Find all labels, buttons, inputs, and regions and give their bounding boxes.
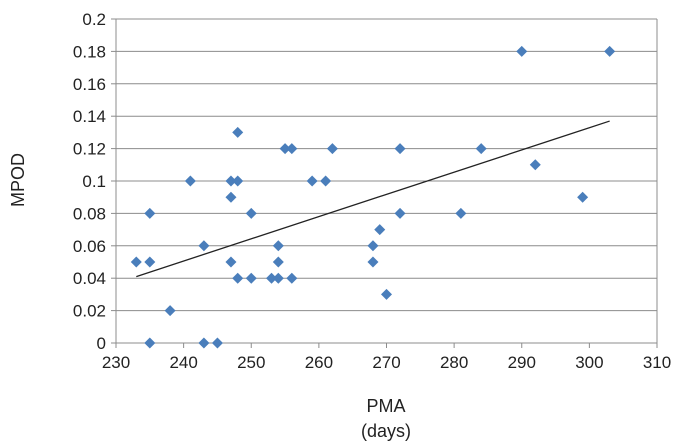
- x-tick-label: 270: [372, 353, 400, 372]
- data-point: [272, 240, 284, 252]
- y-tick-label: 0.1: [82, 172, 106, 191]
- tick-labels: 0 0.02 0.04 0.06 0.08 0.1 0.12 0.14 0.16 0.18 0.2 2…: [73, 10, 671, 372]
- data-point: [272, 272, 284, 284]
- data-point: [211, 337, 223, 349]
- data-point: [374, 224, 386, 236]
- data-point: [184, 175, 196, 187]
- x-tick-label: 310: [643, 353, 671, 372]
- y-tick-label: 0.18: [73, 42, 106, 61]
- data-point: [577, 191, 589, 203]
- data-point: [381, 288, 392, 300]
- data-point: [144, 207, 156, 219]
- y-tick-label: 0.06: [73, 237, 106, 256]
- data-point: [475, 143, 487, 155]
- data-point: [272, 256, 284, 268]
- x-tick-label: 290: [508, 353, 536, 372]
- y-tick-label: 0.08: [73, 204, 106, 223]
- data-point: [198, 337, 210, 349]
- data-point: [266, 272, 278, 284]
- data-point: [279, 143, 291, 155]
- y-axis-title: MPOD: [8, 153, 28, 207]
- x-tick-label: 230: [102, 353, 130, 372]
- data-point: [320, 175, 332, 187]
- x-axis-title: PMA: [366, 396, 405, 416]
- y-tick-label: 0.04: [73, 269, 106, 288]
- data-point: [245, 207, 257, 219]
- data-points: [130, 45, 616, 349]
- data-point: [306, 175, 318, 187]
- trendline: [136, 120, 610, 278]
- data-point: [367, 256, 379, 268]
- data-point: [232, 126, 244, 138]
- y-tick-label: 0: [97, 334, 106, 353]
- trendline-group: [136, 120, 610, 278]
- data-point: [245, 272, 257, 284]
- data-point: [604, 45, 616, 57]
- data-point: [225, 175, 237, 187]
- data-point: [326, 143, 338, 155]
- x-tick-label: 250: [237, 353, 265, 372]
- x-tick-label: 280: [440, 353, 468, 372]
- x-tick-label: 260: [305, 353, 333, 372]
- data-point: [164, 305, 176, 317]
- x-tick-label: 240: [169, 353, 197, 372]
- y-tick-label: 0.02: [73, 302, 106, 321]
- data-point: [144, 256, 156, 268]
- data-point: [394, 207, 406, 219]
- y-tick-label: 0.14: [73, 107, 106, 126]
- data-point: [529, 159, 541, 171]
- data-point: [225, 191, 237, 203]
- y-tick-label: 0.16: [73, 75, 106, 94]
- data-point: [394, 143, 406, 155]
- data-point: [286, 143, 298, 155]
- data-point: [367, 240, 379, 252]
- y-tick-label: 0.12: [73, 140, 106, 159]
- data-point: [232, 272, 244, 284]
- data-point: [286, 272, 298, 284]
- data-point: [455, 207, 467, 219]
- x-tick-label: 300: [575, 353, 603, 372]
- data-point: [516, 45, 528, 57]
- data-point: [198, 240, 210, 252]
- data-point: [225, 256, 237, 268]
- data-point: [232, 175, 244, 187]
- x-axis-title-units: (days): [361, 421, 411, 441]
- y-tick-label: 0.2: [82, 10, 106, 29]
- data-point: [130, 256, 142, 268]
- data-point: [144, 337, 156, 349]
